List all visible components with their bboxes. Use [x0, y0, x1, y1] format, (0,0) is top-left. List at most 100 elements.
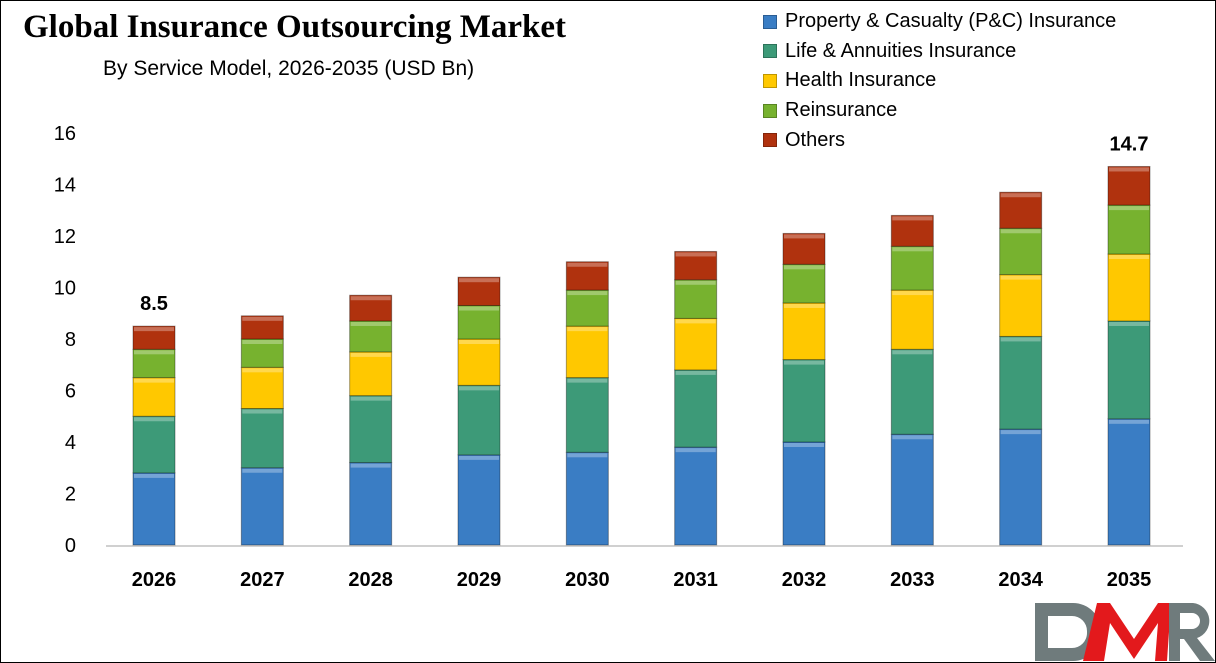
y-tick-label: 8 — [65, 329, 76, 351]
bar-segment — [1107, 418, 1151, 546]
bar-segment-highlight — [350, 321, 391, 326]
bar-segment — [240, 366, 284, 410]
bar-segment — [349, 395, 393, 464]
x-tick-label: 2026 — [132, 569, 177, 591]
bar-segment — [890, 214, 934, 247]
bar-segment-highlight — [350, 352, 391, 357]
y-tick-label: 4 — [65, 432, 76, 454]
bar-segment — [457, 305, 501, 340]
bar-segment-highlight — [675, 370, 716, 375]
bar-segment — [565, 451, 609, 546]
bar-segment — [457, 338, 501, 386]
bar-segment-highlight — [1109, 167, 1149, 172]
legend-swatch — [763, 14, 777, 29]
bar-segment — [349, 294, 393, 322]
bar-segment — [565, 289, 609, 327]
bar-segment — [999, 335, 1043, 430]
legend-swatch — [763, 133, 777, 148]
bar-segment-highlight — [350, 463, 391, 468]
bar-segment-highlight — [784, 265, 824, 270]
bar-segment-highlight — [1000, 430, 1041, 435]
bar-segment-highlight — [675, 448, 716, 453]
bar-segment — [1107, 204, 1151, 255]
bar-segment-highlight — [1109, 321, 1149, 326]
bar-segment — [457, 384, 501, 456]
logo-letter-m — [1083, 603, 1171, 661]
legend-item: Others — [763, 125, 1116, 155]
bar-segment-highlight — [134, 350, 174, 355]
bar-segment-highlight — [134, 473, 174, 478]
bar-segment-highlight — [134, 378, 174, 383]
y-tick-label: 16 — [54, 123, 76, 145]
bar-segment — [782, 441, 826, 546]
bar-segment-highlight — [1109, 419, 1149, 424]
x-tick-label: 2030 — [565, 569, 610, 591]
bar-segment — [890, 289, 934, 350]
logo-letter-r — [1169, 603, 1215, 661]
bar-segment — [999, 227, 1043, 276]
bar-segment — [782, 232, 826, 265]
y-tick-label: 6 — [65, 381, 76, 403]
legend-label: Life & Annuities Insurance — [785, 39, 1017, 62]
bar-segment-highlight — [459, 306, 499, 311]
bar-segment — [565, 261, 609, 291]
bar-segment-highlight — [1000, 337, 1041, 342]
bar-segment-highlight — [1109, 255, 1149, 260]
bar-segment — [890, 245, 934, 291]
x-tick-label: 2029 — [457, 569, 502, 591]
bar-segment-highlight — [567, 327, 608, 332]
y-tick-label: 12 — [54, 226, 76, 248]
legend-label: Property & Casualty (P&C) Insurance — [785, 10, 1117, 33]
bar-segment-highlight — [459, 278, 499, 283]
bar-segment — [890, 433, 934, 546]
legend-label: Others — [785, 128, 846, 151]
bar-segment — [132, 415, 176, 474]
bar-segment-highlight — [242, 368, 283, 373]
bar-segment — [240, 408, 284, 469]
data-label: 8.5 — [140, 293, 168, 315]
bar-segment-highlight — [784, 443, 824, 447]
x-tick-label: 2033 — [890, 569, 935, 591]
bar-segment-highlight — [459, 386, 499, 391]
bar-segment-highlight — [784, 360, 824, 365]
bar-segment-highlight — [242, 340, 283, 344]
bar-segment-highlight — [134, 327, 174, 332]
bar-segment-highlight — [784, 303, 824, 308]
legend-item: Property & Casualty (P&C) Insurance — [763, 7, 1116, 37]
bar-segment — [999, 274, 1043, 337]
legend-swatch — [763, 103, 777, 118]
bar-segment — [132, 377, 176, 417]
chart-subtitle: By Service Model, 2026-2035 (USD Bn) — [103, 57, 475, 80]
bar-segment-highlight — [1109, 206, 1149, 211]
bar-segment-highlight — [242, 409, 283, 414]
bar-segment-highlight — [892, 350, 933, 355]
bar-segment — [1107, 320, 1151, 420]
legend: Property & Casualty (P&C) Insurance Life … — [763, 7, 1116, 155]
logo-letter-d — [1035, 603, 1101, 661]
chart-title: Global Insurance Outsourcing Market — [23, 9, 567, 45]
y-tick-label: 10 — [54, 278, 76, 300]
bar-segment — [349, 351, 393, 397]
bar-segment-highlight — [242, 468, 283, 473]
bar-segment — [782, 359, 826, 443]
x-tick-label: 2031 — [673, 569, 718, 591]
x-tick-label: 2027 — [240, 569, 285, 591]
y-tick-label: 2 — [65, 484, 76, 506]
y-tick-label: 14 — [54, 175, 76, 197]
bar-segment — [565, 325, 609, 379]
bar-segment-highlight — [892, 291, 933, 296]
bar-segment — [1107, 165, 1151, 206]
y-tick-label: 0 — [65, 535, 76, 557]
x-tick-label: 2035 — [1107, 569, 1152, 591]
bar-segment-highlight — [784, 234, 824, 239]
legend-label: Health Insurance — [785, 69, 937, 92]
bar-segment-highlight — [675, 252, 716, 257]
bar-segment-highlight — [892, 216, 933, 221]
bar-segment-highlight — [1000, 275, 1041, 280]
legend-item: Reinsurance — [763, 96, 1116, 126]
bar-segment — [349, 462, 393, 546]
legend-swatch — [763, 44, 777, 59]
bar-segment — [674, 250, 718, 281]
bar-segment — [890, 348, 934, 435]
